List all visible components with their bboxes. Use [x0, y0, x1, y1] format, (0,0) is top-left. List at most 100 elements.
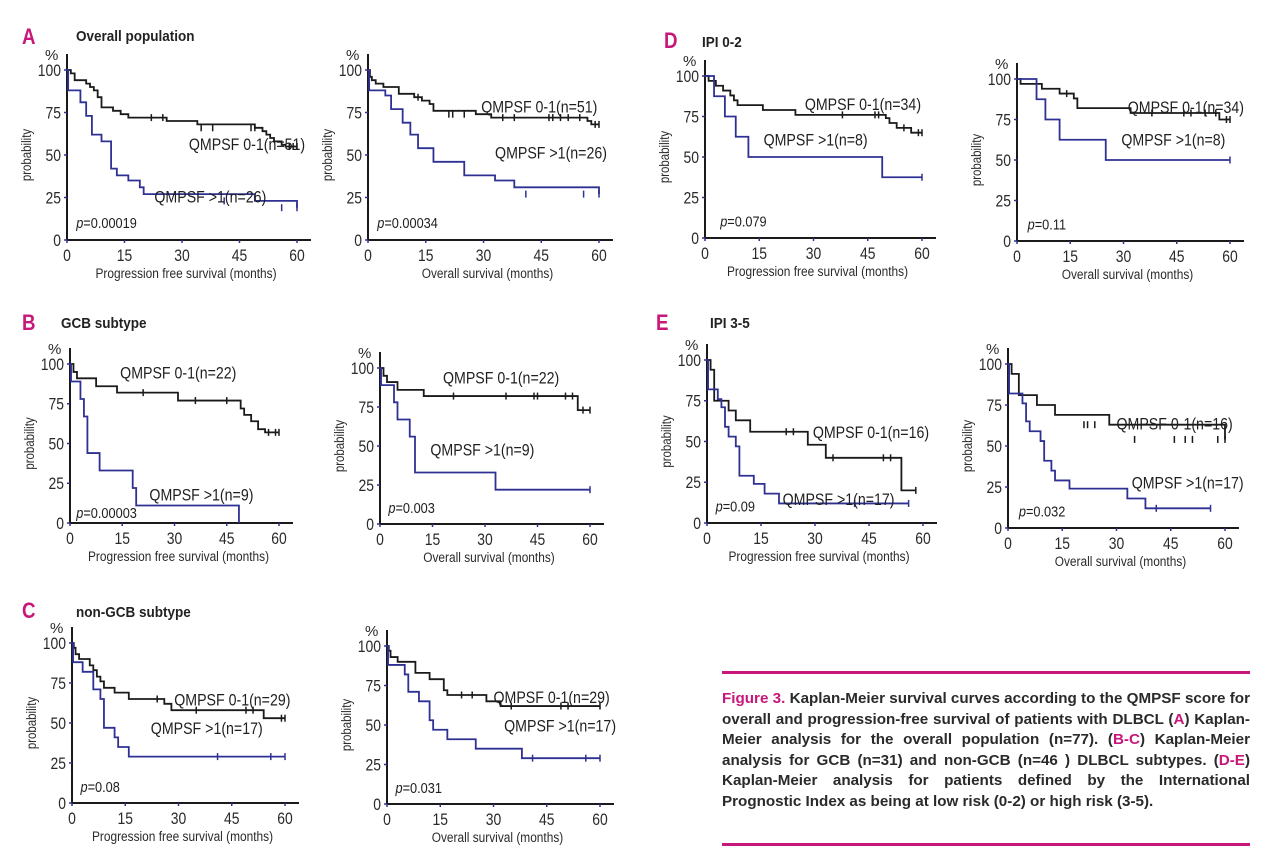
series-label-high-score: QMPSF >1(n=26)	[495, 144, 607, 162]
x-axis-label: Overall survival (months)	[423, 549, 555, 565]
series-label-low-score: QMPSF 0-1(n=16)	[1117, 416, 1233, 434]
x-tick-label: 15	[753, 530, 768, 549]
x-tick-label: 45	[860, 245, 875, 264]
series-label-low-score: QMPSF 0-1(n=51)	[189, 136, 305, 154]
y-tick-label: 25	[366, 756, 381, 775]
caption-panel-ref: D-E	[1218, 751, 1245, 769]
km-curve-low-score	[67, 69, 297, 148]
series-label-high-score: QMPSF >1(n=17)	[783, 491, 895, 509]
y-tick-label: 100	[676, 68, 700, 87]
x-tick-label: 45	[530, 531, 545, 550]
x-tick-label: 30	[486, 811, 502, 830]
x-tick-label: 60	[289, 247, 305, 266]
caption-panel-ref: A	[1173, 710, 1185, 728]
series-label-low-score: QMPSF 0-1(n=22)	[443, 370, 559, 388]
figure-label: Figure 3.	[722, 690, 786, 707]
x-tick-label: 60	[271, 530, 287, 549]
y-tick-label: 100	[339, 62, 363, 81]
y-tick-label: 25	[684, 189, 699, 208]
series-label-low-score: QMPSF 0-1(n=22)	[120, 364, 236, 382]
km-curve-high-score	[70, 363, 240, 523]
y-unit-label: %	[365, 623, 378, 640]
y-tick-label: 75	[366, 677, 381, 696]
y-tick-label: 50	[49, 435, 65, 454]
p-value: =0.09	[723, 499, 755, 515]
p-symbol: p	[75, 505, 83, 521]
km-curve-high-score	[387, 645, 600, 760]
figure-caption: Figure 3. Kaplan-Meier survival curves a…	[722, 689, 1250, 813]
series-label-low-score: QMPSF 0-1(n=34)	[805, 96, 921, 114]
series-label-high-score: QMPSF >1(n=9)	[430, 441, 534, 459]
x-axis-label: Progression free survival (months)	[728, 548, 909, 564]
x-tick-label: 15	[1063, 248, 1078, 267]
x-tick-label: 60	[277, 810, 293, 829]
y-tick-label: 0	[994, 520, 1002, 539]
caption-segment: ) Kaplan-Meier analysis for patients def…	[722, 751, 1250, 810]
p-symbol: p	[1018, 504, 1026, 520]
x-tick-label: 30	[1116, 248, 1132, 267]
y-tick-label: 0	[354, 232, 362, 251]
p-value-annotation: p=0.031	[395, 780, 442, 796]
panel-letter-d: D	[664, 28, 678, 53]
caption-bottom-rule	[722, 843, 1250, 846]
x-tick-label: 30	[807, 530, 823, 549]
y-unit-label: %	[995, 56, 1008, 73]
series-label-low-score: QMPSF 0-1(n=29)	[494, 689, 610, 707]
x-tick-label: 30	[167, 530, 183, 549]
panel-letter-a: A	[22, 24, 36, 49]
y-tick-label: 25	[359, 477, 374, 496]
x-tick-label: 15	[117, 247, 132, 266]
km-curve-high-score	[1008, 363, 1211, 510]
y-tick-label: 100	[41, 356, 65, 375]
x-tick-label: 30	[476, 247, 492, 266]
x-tick-label: 0	[63, 247, 71, 266]
caption-segment: ) Kaplan-Meier analysis for GCB (n=31) a…	[722, 731, 1250, 769]
p-value-annotation: p=0.08	[80, 779, 120, 795]
x-tick-label: 30	[1109, 535, 1125, 554]
p-value-annotation: p=0.079	[719, 214, 766, 230]
y-tick-label: 25	[686, 474, 701, 493]
caption-panel-ref: B-C	[1112, 731, 1140, 749]
x-tick-label: 45	[219, 530, 234, 549]
series-label-high-score: QMPSF >1(n=26)	[154, 189, 266, 207]
panel-title-e: IPI 3-5	[710, 315, 750, 332]
series-label-high-score: QMPSF >1(n=17)	[1132, 475, 1244, 493]
y-tick-label: 75	[996, 111, 1011, 130]
x-tick-label: 60	[914, 245, 930, 264]
x-tick-label: 60	[582, 531, 598, 550]
x-tick-label: 0	[1004, 535, 1012, 554]
p-value: =0.031	[403, 780, 442, 796]
x-axis-label: Overall survival (months)	[1055, 553, 1187, 569]
panel-title-b: GCB subtype	[61, 315, 147, 332]
y-unit-label: %	[685, 337, 698, 354]
x-tick-label: 45	[224, 810, 239, 829]
series-label-high-score: QMPSF >1(n=17)	[151, 720, 263, 738]
series-label-low-score: QMPSF 0-1(n=29)	[174, 691, 290, 709]
p-value: =0.00019	[83, 215, 137, 231]
y-unit-label: %	[358, 345, 371, 362]
km-curve-low-score	[1008, 363, 1226, 440]
p-value-annotation: p=0.00034	[376, 215, 438, 231]
y-tick-label: 0	[1003, 233, 1011, 252]
x-axis-label: Progression free survival (months)	[95, 265, 276, 281]
y-unit-label: %	[986, 341, 999, 358]
y-tick-label: 25	[46, 189, 61, 208]
y-tick-label: 100	[351, 360, 375, 379]
y-tick-label: 25	[987, 479, 1002, 498]
series-label-low-score: QMPSF 0-1(n=51)	[481, 99, 597, 117]
y-tick-label: 75	[359, 399, 374, 418]
km-curve-low-score	[380, 367, 590, 412]
km-curve-high-score	[368, 69, 600, 195]
panel-letter-b: B	[22, 310, 36, 335]
caption-segment: Kaplan-Meier survival curves according t…	[722, 690, 1250, 728]
caption-top-rule	[722, 671, 1250, 674]
series-label-low-score: QMPSF 0-1(n=34)	[1128, 99, 1244, 117]
p-value-annotation: p=0.003	[387, 500, 434, 516]
y-axis-label: probability	[969, 133, 984, 186]
y-tick-label: 50	[366, 717, 382, 736]
